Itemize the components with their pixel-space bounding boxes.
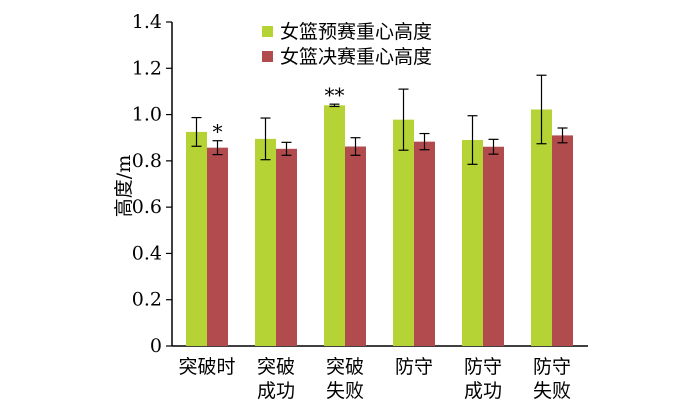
significance-marker: * bbox=[213, 120, 223, 144]
x-tick-label: 失败 bbox=[533, 380, 571, 402]
legend-label-series-1: 女篮预赛重心高度 bbox=[280, 21, 432, 43]
y-tick-label: 1.2 bbox=[132, 57, 162, 79]
significance-marker: ** bbox=[325, 83, 345, 107]
axes bbox=[171, 22, 588, 347]
y-ticks: 0 0.2 0.4 0.6 0.8 1.0 1.2 1.4 bbox=[132, 11, 172, 357]
bar bbox=[186, 131, 207, 346]
bar bbox=[324, 105, 345, 346]
bar bbox=[531, 109, 552, 346]
x-tick-label: 突破 bbox=[326, 356, 364, 378]
annotations: *** bbox=[213, 83, 345, 144]
bar bbox=[255, 138, 276, 346]
x-tick-label: 防守 bbox=[395, 356, 433, 378]
bar bbox=[276, 148, 297, 346]
legend-swatch-series-2 bbox=[262, 51, 273, 62]
bar bbox=[462, 140, 483, 346]
y-tick-label: 0 bbox=[150, 335, 162, 357]
bar bbox=[345, 146, 366, 346]
x-tick-label: 成功 bbox=[464, 380, 502, 402]
x-tick-label: 成功 bbox=[257, 380, 295, 402]
y-tick-label: 0.4 bbox=[132, 242, 162, 264]
y-tick-label: 1.4 bbox=[132, 11, 162, 33]
x-tick-label: 突破时 bbox=[178, 356, 235, 378]
bar bbox=[414, 141, 435, 346]
bar bbox=[483, 146, 504, 346]
bar bbox=[393, 119, 414, 346]
y-tick-label: 0.8 bbox=[132, 150, 162, 172]
x-tick-label: 失败 bbox=[326, 380, 364, 402]
x-tick-label: 突破 bbox=[257, 356, 295, 378]
error-bars bbox=[191, 74, 568, 165]
bar bbox=[207, 147, 228, 346]
bars bbox=[186, 105, 573, 346]
bar bbox=[552, 135, 573, 346]
legend: 女篮预赛重心高度 女篮决赛重心高度 bbox=[262, 21, 432, 68]
y-axis-label: 高度/m bbox=[113, 155, 135, 217]
legend-label-series-2: 女篮决赛重心高度 bbox=[280, 46, 432, 68]
y-tick-label: 1.0 bbox=[132, 104, 162, 126]
x-tick-label: 防守 bbox=[464, 356, 502, 378]
legend-swatch-series-1 bbox=[262, 26, 273, 37]
y-tick-label: 0.2 bbox=[132, 289, 162, 311]
y-tick-label: 0.6 bbox=[132, 196, 162, 218]
x-tick-label: 防守 bbox=[533, 356, 571, 378]
